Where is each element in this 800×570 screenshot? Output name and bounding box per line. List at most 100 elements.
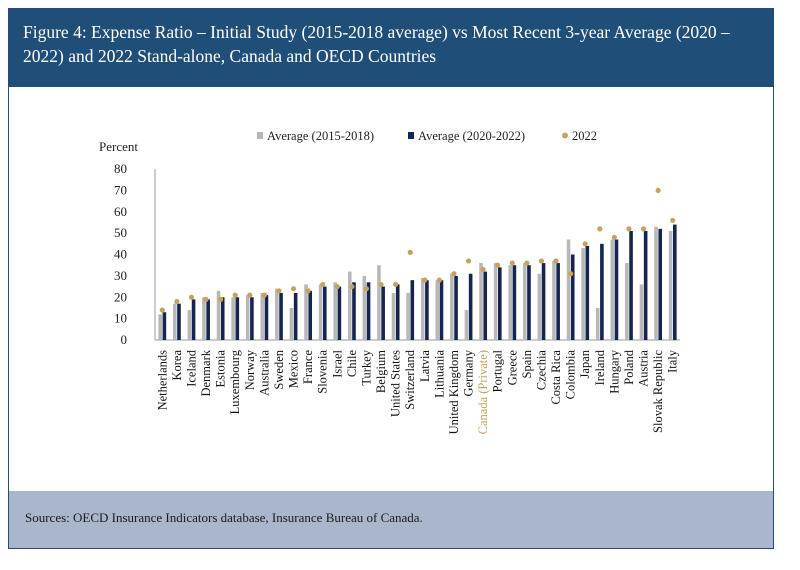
- bar-avg-2015-2018: [508, 265, 512, 340]
- bar-avg-2020-2022: [191, 299, 196, 340]
- figure-title: Figure 4: Expense Ratio – Initial Study …: [9, 9, 773, 87]
- bar-avg-2015-2018: [202, 297, 206, 340]
- dot-2022: [640, 226, 647, 232]
- bar-avg-2015-2018: [625, 263, 629, 340]
- dot-2022: [465, 258, 472, 264]
- bar-avg-2015-2018: [668, 230, 673, 340]
- dot-2022: [436, 277, 442, 283]
- x-category-label: Turkey: [359, 349, 373, 385]
- bar-avg-2020-2022: [643, 230, 648, 340]
- y-tick-label: 60: [114, 204, 127, 219]
- dot-2022: [320, 281, 326, 288]
- dot-2022: [261, 292, 267, 298]
- x-category-label: Iceland: [184, 349, 198, 387]
- x-category-label: Denmark: [199, 349, 213, 396]
- bar-avg-2020-2022: [527, 265, 531, 340]
- x-category-label: Israel: [330, 349, 344, 377]
- bar-avg-2015-2018: [347, 271, 352, 340]
- bar-avg-2015-2018: [537, 273, 542, 340]
- y-tick-label: 10: [114, 311, 127, 326]
- dot-2022: [218, 296, 224, 302]
- bar-avg-2020-2022: [250, 297, 254, 340]
- bar-avg-2020-2022: [556, 263, 560, 340]
- dot-2022: [626, 226, 632, 232]
- bar-avg-2020-2022: [162, 312, 167, 340]
- x-category-label: United States: [389, 350, 403, 417]
- legend-item-2022: 2022: [562, 129, 597, 143]
- bar-avg-2015-2018: [231, 297, 235, 340]
- dot-2022: [582, 241, 588, 247]
- x-category-label: Austria: [637, 350, 651, 387]
- dot-2022: [422, 277, 428, 283]
- bar-avg-2015-2018: [216, 290, 221, 340]
- legend-swatch: [408, 132, 414, 139]
- figure-frame: Figure 4: Expense Ratio – Initial Study …: [8, 8, 774, 549]
- bar-avg-2015-2018: [522, 263, 527, 340]
- dot-2022: [597, 226, 603, 232]
- x-category-label: Lithuania: [432, 350, 446, 398]
- y-tick-label: 80: [114, 161, 127, 176]
- x-category-label: Italy: [666, 349, 680, 373]
- legend: Average (2015-2018) Average (2020-2022) 20…: [257, 129, 597, 143]
- bar-avg-2020-2022: [439, 280, 444, 340]
- bar-avg-2020-2022: [410, 280, 415, 340]
- bar-avg-2020-2022: [308, 290, 313, 340]
- bar-avg-2020-2022: [425, 280, 429, 340]
- bar-avg-2015-2018: [260, 292, 265, 340]
- x-category-label: Australia: [257, 350, 271, 396]
- dot-2022: [655, 187, 661, 193]
- dot-2022: [568, 271, 574, 277]
- dot-2022: [480, 266, 486, 273]
- dot-2022: [174, 298, 180, 305]
- bar-avg-2020-2022: [600, 243, 604, 340]
- bar-avg-2015-2018: [391, 292, 396, 340]
- bar-avg-2015-2018: [435, 280, 440, 340]
- bar-avg-2015-2018: [552, 260, 556, 340]
- bar-avg-2020-2022: [177, 303, 181, 340]
- x-category-label: Belgium: [374, 350, 388, 393]
- legend-swatch: [257, 132, 263, 139]
- x-category-label: Costa Rica: [549, 350, 563, 405]
- dot-2022: [538, 258, 545, 264]
- bar-avg-2020-2022: [264, 295, 269, 340]
- bar-avg-2015-2018: [304, 284, 308, 340]
- plot-area: 0 10 20 30 40 50 60 70 80 Netherlands Korea Iceland…: [114, 161, 680, 434]
- bar-avg-2015-2018: [289, 307, 294, 340]
- bar-avg-2020-2022: [323, 286, 327, 340]
- y-axis-label: Percent: [99, 139, 138, 154]
- dot-2022: [232, 292, 238, 298]
- dot-2022: [378, 281, 384, 288]
- x-category-label: Poland: [622, 349, 636, 384]
- x-category-label: Colombia: [564, 350, 578, 400]
- bar-avg-2015-2018: [362, 275, 367, 340]
- y-tick-label: 50: [114, 225, 127, 240]
- y-tick-label: 40: [114, 247, 127, 262]
- expense-ratio-chart: Percent Average (2015-2018) Average (2020…: [99, 129, 680, 434]
- bar-avg-2015-2018: [595, 307, 600, 340]
- dot-2022: [276, 288, 282, 294]
- bar-avg-2020-2022: [498, 267, 502, 340]
- bar-avg-2015-2018: [333, 282, 337, 340]
- bar-avg-2020-2022: [395, 284, 400, 340]
- y-tick-label: 70: [114, 182, 127, 197]
- x-category-label: Czechia: [534, 350, 548, 391]
- x-category-label: Spain: [520, 349, 534, 378]
- legend-label: Average (2015-2018): [267, 129, 374, 143]
- bar-avg-2015-2018: [581, 248, 585, 340]
- x-category-label: Sweden: [272, 349, 286, 389]
- dot-2022: [203, 296, 209, 302]
- bar-avg-2015-2018: [172, 303, 177, 340]
- bar-avg-2015-2018: [245, 295, 250, 340]
- bar-avg-2015-2018: [187, 310, 192, 340]
- x-category-label: Norway: [243, 349, 257, 390]
- x-category-label: Japan: [578, 349, 592, 378]
- bar-avg-2020-2022: [512, 265, 517, 340]
- bar-avg-2020-2022: [220, 297, 225, 340]
- bar-avg-2015-2018: [610, 239, 615, 340]
- bar-avg-2020-2022: [629, 230, 633, 340]
- bar-avg-2020-2022: [468, 273, 473, 340]
- x-category-label: Greece: [505, 350, 519, 386]
- bar-avg-2015-2018: [464, 310, 469, 340]
- x-category-label: United Kingdom: [447, 350, 461, 435]
- dot-2022: [393, 281, 399, 288]
